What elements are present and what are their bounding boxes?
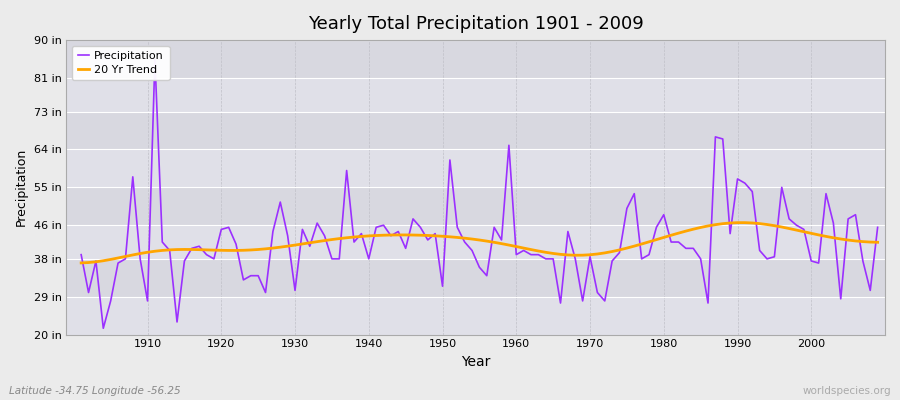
Bar: [67, 40, 885, 78]
Bar: [67, 225, 885, 259]
Precipitation: [518, 248, 529, 253]
Y-axis label: Precipitation: Precipitation: [15, 148, 28, 226]
20 Yr Trend: [872, 240, 883, 245]
Precipitation: [526, 252, 536, 257]
Line: Precipitation: Precipitation: [81, 59, 878, 328]
20 Yr Trend: [599, 250, 610, 255]
Line: 20 Yr Trend: 20 Yr Trend: [81, 223, 878, 263]
Precipitation: [98, 326, 109, 331]
Bar: [67, 259, 885, 297]
Precipitation: [356, 231, 367, 236]
Title: Yearly Total Precipitation 1901 - 2009: Yearly Total Precipitation 1901 - 2009: [308, 15, 644, 33]
Precipitation: [614, 250, 625, 255]
Bar: [67, 78, 885, 112]
20 Yr Trend: [503, 243, 514, 248]
20 Yr Trend: [297, 242, 308, 246]
Bar: [67, 297, 885, 334]
Bar: [67, 112, 885, 150]
Bar: [67, 187, 885, 225]
20 Yr Trend: [511, 244, 522, 249]
Precipitation: [76, 252, 86, 257]
Text: worldspecies.org: worldspecies.org: [803, 386, 891, 396]
20 Yr Trend: [135, 251, 146, 256]
Legend: Precipitation, 20 Yr Trend: Precipitation, 20 Yr Trend: [72, 46, 169, 80]
Precipitation: [149, 57, 160, 62]
Precipitation: [311, 221, 322, 226]
Text: Latitude -34.75 Longitude -56.25: Latitude -34.75 Longitude -56.25: [9, 386, 181, 396]
20 Yr Trend: [341, 235, 352, 240]
Bar: [67, 150, 885, 187]
20 Yr Trend: [76, 260, 86, 265]
20 Yr Trend: [740, 220, 751, 225]
X-axis label: Year: Year: [461, 355, 491, 369]
Precipitation: [872, 225, 883, 230]
Precipitation: [142, 298, 153, 303]
